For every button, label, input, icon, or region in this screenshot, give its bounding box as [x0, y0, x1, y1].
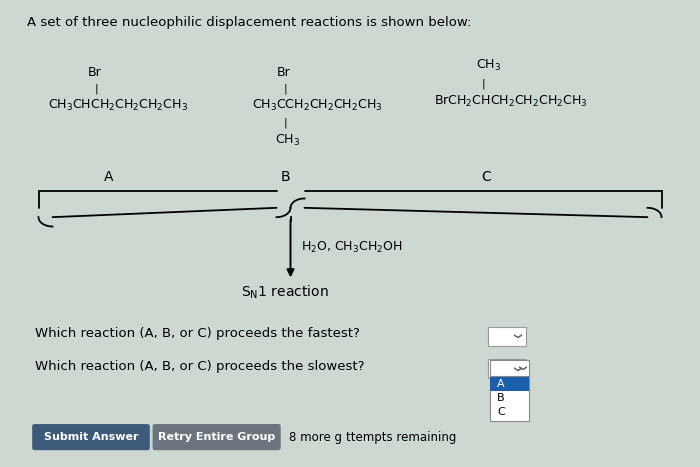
- Text: CH$_3$CCH$_2$CH$_2$CH$_2$CH$_3$: CH$_3$CCH$_2$CH$_2$CH$_2$CH$_3$: [252, 98, 382, 113]
- FancyBboxPatch shape: [488, 327, 526, 346]
- Text: ttempts remaining: ttempts remaining: [346, 431, 457, 444]
- Text: 8 more g: 8 more g: [289, 431, 342, 444]
- Text: |: |: [481, 79, 485, 89]
- Text: Br: Br: [276, 66, 290, 79]
- Text: ❯: ❯: [517, 365, 526, 371]
- Text: CH$_3$: CH$_3$: [275, 133, 300, 148]
- Text: Which reaction (A, B, or C) proceeds the fastest?: Which reaction (A, B, or C) proceeds the…: [35, 327, 360, 340]
- Text: A set of three nucleophilic displacement reactions is shown below:: A set of three nucleophilic displacement…: [27, 16, 471, 29]
- Text: A: A: [104, 170, 113, 184]
- FancyBboxPatch shape: [490, 375, 528, 421]
- Text: H$_2$O, CH$_3$CH$_2$OH: H$_2$O, CH$_3$CH$_2$OH: [301, 240, 402, 255]
- FancyBboxPatch shape: [32, 424, 150, 450]
- Text: Submit Answer: Submit Answer: [43, 432, 139, 442]
- Text: B: B: [281, 170, 290, 184]
- Text: ❯: ❯: [512, 366, 521, 372]
- Text: C: C: [482, 170, 491, 184]
- Text: |: |: [284, 84, 288, 94]
- Text: Which reaction (A, B, or C) proceeds the slowest?: Which reaction (A, B, or C) proceeds the…: [35, 360, 365, 373]
- Text: B: B: [497, 393, 505, 403]
- Text: |: |: [284, 117, 288, 127]
- Text: CH$_3$CHCH$_2$CH$_2$CH$_2$CH$_3$: CH$_3$CHCH$_2$CH$_2$CH$_2$CH$_3$: [48, 98, 188, 113]
- FancyBboxPatch shape: [153, 424, 281, 450]
- FancyBboxPatch shape: [488, 359, 526, 378]
- Text: CH$_3$: CH$_3$: [476, 58, 501, 73]
- Text: |: |: [94, 84, 99, 94]
- Text: S$_{\mathregular{N}}$1 reaction: S$_{\mathregular{N}}$1 reaction: [241, 283, 329, 301]
- Text: ❯: ❯: [512, 333, 521, 340]
- Text: BrCH$_2$CHCH$_2$CH$_2$CH$_2$CH$_3$: BrCH$_2$CHCH$_2$CH$_2$CH$_2$CH$_3$: [434, 94, 587, 109]
- Text: Br: Br: [88, 66, 102, 79]
- Text: Retry Entire Group: Retry Entire Group: [158, 432, 275, 442]
- FancyBboxPatch shape: [490, 360, 528, 376]
- Text: A: A: [497, 379, 505, 389]
- Text: C: C: [497, 407, 505, 417]
- FancyBboxPatch shape: [490, 376, 528, 391]
